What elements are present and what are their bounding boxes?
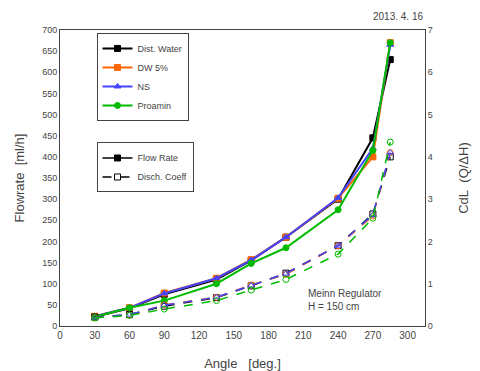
svg-text:7: 7 — [428, 25, 433, 35]
svg-text:180: 180 — [260, 330, 277, 341]
svg-text:3: 3 — [428, 194, 433, 204]
svg-text:600: 600 — [42, 67, 57, 77]
svg-text:0: 0 — [57, 330, 63, 341]
svg-text:Meinn RegulatorH = 150 cm: Meinn RegulatorH = 150 cm — [308, 288, 382, 312]
svg-text:350: 350 — [42, 173, 57, 183]
svg-text:0: 0 — [428, 321, 433, 331]
svg-text:270: 270 — [365, 330, 382, 341]
svg-text:1: 1 — [428, 279, 433, 289]
svg-text:700: 700 — [42, 25, 57, 35]
svg-text:30: 30 — [89, 330, 101, 341]
svg-text:150: 150 — [42, 258, 57, 268]
svg-text:CdL (Q/ΔH): CdL (Q/ΔH) — [456, 142, 471, 214]
svg-text:90: 90 — [159, 330, 171, 341]
svg-text:240: 240 — [330, 330, 347, 341]
svg-text:Angle [deg.]: Angle [deg.] — [204, 356, 281, 371]
svg-text:450: 450 — [42, 131, 57, 141]
svg-text:250: 250 — [42, 215, 57, 225]
svg-text:Flowrate [ml/h]: Flowrate [ml/h] — [12, 134, 27, 223]
svg-text:300: 300 — [42, 194, 57, 204]
svg-text:300: 300 — [399, 330, 416, 341]
svg-text:200: 200 — [42, 237, 57, 247]
svg-text:150: 150 — [225, 330, 242, 341]
svg-text:400: 400 — [42, 152, 57, 162]
svg-text:550: 550 — [42, 89, 57, 99]
svg-text:60: 60 — [124, 330, 136, 341]
svg-text:5: 5 — [428, 110, 433, 120]
svg-text:50: 50 — [47, 300, 57, 310]
svg-text:Proamin: Proamin — [138, 101, 172, 111]
svg-text:2: 2 — [428, 237, 433, 247]
svg-text:2013. 4. 16: 2013. 4. 16 — [373, 11, 423, 22]
svg-text:4: 4 — [428, 152, 433, 162]
svg-text:DW 5%: DW 5% — [138, 63, 169, 73]
svg-text:6: 6 — [428, 67, 433, 77]
svg-text:120: 120 — [191, 330, 208, 341]
svg-text:Dist. Water: Dist. Water — [138, 44, 182, 54]
svg-text:Flow Rate: Flow Rate — [138, 153, 179, 163]
svg-text:500: 500 — [42, 110, 57, 120]
svg-text:100: 100 — [42, 279, 57, 289]
svg-text:NS: NS — [138, 82, 151, 92]
svg-text:650: 650 — [42, 46, 57, 56]
svg-text:0: 0 — [52, 321, 57, 331]
svg-text:210: 210 — [295, 330, 312, 341]
svg-text:Disch. Coeff: Disch. Coeff — [138, 172, 187, 182]
